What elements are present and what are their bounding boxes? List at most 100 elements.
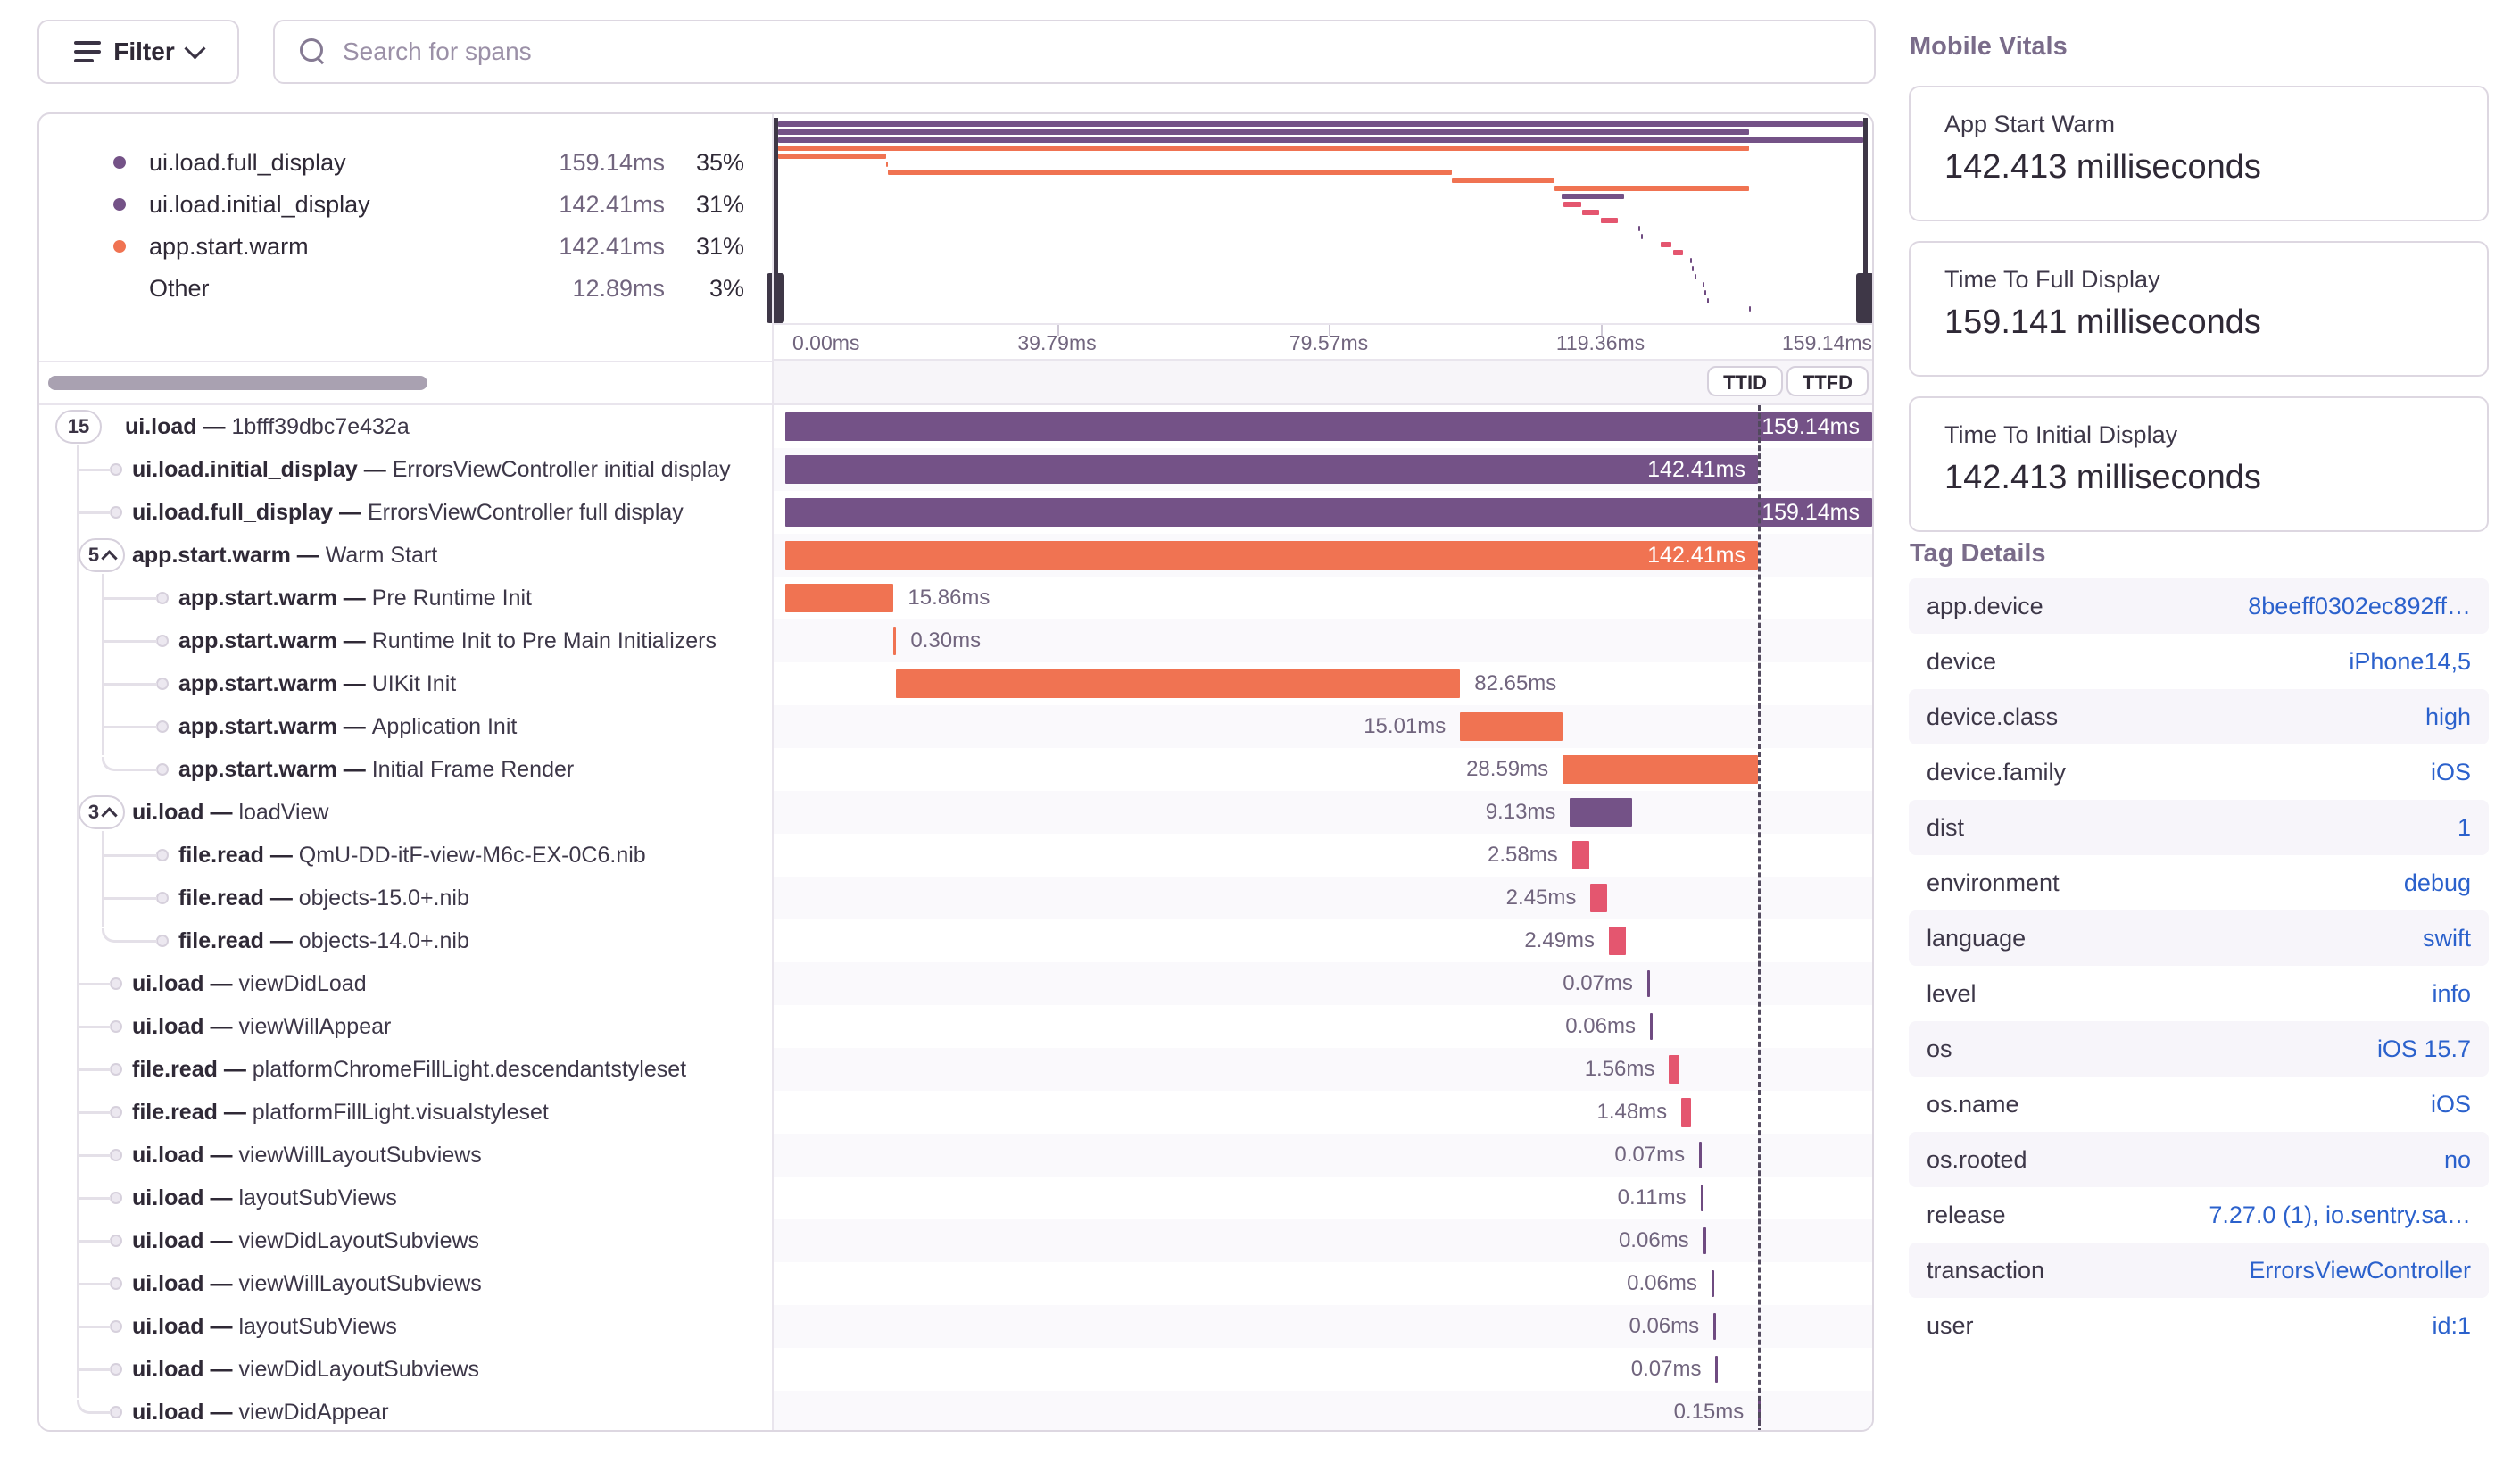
span-duration-bar[interactable]: 142.41ms: [785, 541, 1758, 570]
span-tree-row[interactable]: file.read — objects-15.0+.nib: [39, 877, 772, 919]
tag-key: os.name: [1927, 1091, 2019, 1118]
span-tree-row[interactable]: app.start.warm — Initial Frame Render: [39, 748, 772, 791]
span-children-count-badge[interactable]: 3: [79, 795, 125, 829]
axis-tick-mark: [1329, 325, 1330, 336]
tree-connector-dot: [110, 1277, 122, 1290]
tag-value-link[interactable]: iOS: [2430, 759, 2471, 786]
span-description: layoutSubViews: [238, 1185, 397, 1210]
span-tree-row[interactable]: ui.load.initial_display — ErrorsViewCont…: [39, 448, 772, 491]
legend-op-duration: 142.41ms: [559, 191, 665, 218]
span-duration-bar[interactable]: 159.14ms: [785, 412, 1872, 441]
tag-key: device: [1927, 648, 1997, 675]
waterfall-row: 0.30ms: [772, 619, 1872, 662]
minimap-left-handle[interactable]: [767, 273, 784, 323]
span-tree-row[interactable]: app.start.warm — Runtime Init to Pre Mai…: [39, 619, 772, 662]
span-duration-bar[interactable]: 159.14ms: [785, 498, 1872, 527]
span-tree-row[interactable]: file.read — platformChromeFillLight.desc…: [39, 1048, 772, 1091]
tag-row: release 7.27.0 (1), io.sentry.sa…: [1909, 1187, 2489, 1243]
tree-connector-dot: [110, 1106, 122, 1118]
span-duration-bar[interactable]: [1711, 1270, 1714, 1297]
span-duration-bar[interactable]: [1669, 1055, 1680, 1084]
span-duration-label: 2.49ms: [1524, 928, 1596, 952]
span-tree-row[interactable]: ui.load — viewWillAppear: [39, 1005, 772, 1048]
tag-value-link[interactable]: 7.27.0 (1), io.sentry.sa…: [2209, 1201, 2471, 1228]
ttid-toggle-button[interactable]: TTID: [1707, 366, 1783, 396]
span-tree-row[interactable]: 5 app.start.warm — Warm Start: [39, 534, 772, 577]
tag-key: transaction: [1927, 1257, 2045, 1284]
minimap-right-handle[interactable]: [1856, 273, 1872, 323]
span-children-count-badge[interactable]: 15: [55, 410, 102, 444]
tag-value-link[interactable]: info: [2432, 980, 2471, 1007]
tag-value-link[interactable]: high: [2425, 703, 2471, 730]
tag-value-link[interactable]: 8beeff0302ec892ff…: [2248, 593, 2471, 619]
span-duration-bar[interactable]: [1646, 970, 1650, 997]
span-duration-bar[interactable]: [1570, 798, 1633, 827]
span-duration-bar[interactable]: [1590, 884, 1608, 912]
span-tree-row[interactable]: ui.load — viewWillLayoutSubviews: [39, 1262, 772, 1305]
span-title: ui.load — viewDidLayoutSubviews: [132, 1219, 479, 1262]
span-tree-row[interactable]: ui.load — viewDidLoad: [39, 962, 772, 1005]
span-tree-row[interactable]: ui.load — viewDidLayoutSubviews: [39, 1219, 772, 1262]
span-title: ui.load.initial_display — ErrorsViewCont…: [132, 448, 731, 491]
span-op: file.read —: [132, 1057, 253, 1082]
waterfall-row: 0.06ms: [772, 1262, 1872, 1305]
search-input[interactable]: [341, 37, 1856, 67]
span-tree-row[interactable]: ui.load — viewWillLayoutSubviews: [39, 1134, 772, 1177]
span-children-count-badge[interactable]: 5: [79, 538, 125, 572]
horizontal-scrollbar-thumb[interactable]: [48, 376, 427, 390]
tag-value-link[interactable]: iPhone14,5: [2349, 648, 2471, 675]
filter-button[interactable]: Filter: [37, 20, 239, 84]
tree-connector-dot: [110, 1235, 122, 1247]
span-duration-bar[interactable]: [1700, 1185, 1703, 1211]
span-tree-row[interactable]: file.read — QmU-DD-itF-view-M6c-EX-0C6.n…: [39, 834, 772, 877]
legend-item[interactable]: ui.load.initial_display 142.41ms 31%: [39, 187, 772, 222]
span-duration-bar[interactable]: [1715, 1356, 1719, 1383]
span-duration-bar[interactable]: [893, 627, 897, 655]
legend-item[interactable]: Other 12.89ms 3%: [39, 270, 772, 306]
minimap-span-bar: [1638, 226, 1641, 231]
tag-value-link[interactable]: iOS 15.7: [2376, 1035, 2471, 1062]
tag-value-link[interactable]: id:1: [2432, 1312, 2471, 1339]
span-tree-row[interactable]: file.read — platformFillLight.visualstyl…: [39, 1091, 772, 1134]
span-tree-row[interactable]: ui.load.full_display — ErrorsViewControl…: [39, 491, 772, 534]
span-duration-bar[interactable]: [1681, 1098, 1692, 1127]
span-tree-row[interactable]: ui.load — layoutSubViews: [39, 1177, 772, 1219]
legend-item[interactable]: app.start.warm 142.41ms 31%: [39, 229, 772, 264]
span-duration-bar[interactable]: [1571, 841, 1590, 869]
span-duration-bar[interactable]: [785, 584, 894, 612]
waterfall-row: 0.06ms: [772, 1219, 1872, 1262]
tag-value-link[interactable]: iOS: [2430, 1091, 2471, 1118]
legend-item[interactable]: ui.load.full_display 159.14ms 35%: [39, 145, 772, 180]
tree-connector-dot: [156, 678, 169, 690]
ttfd-toggle-button[interactable]: TTFD: [1786, 366, 1869, 396]
span-tree-row[interactable]: ui.load — viewDidAppear: [39, 1391, 772, 1430]
span-tree-row[interactable]: 3 ui.load — loadView: [39, 791, 772, 834]
tag-value-link[interactable]: ErrorsViewController: [2249, 1257, 2471, 1284]
span-tree-row[interactable]: app.start.warm — Pre Runtime Init: [39, 577, 772, 619]
span-op: ui.load —: [125, 414, 232, 439]
span-duration-bar[interactable]: [1703, 1227, 1706, 1254]
span-duration-bar[interactable]: [1563, 755, 1758, 784]
span-tree-row[interactable]: app.start.warm — UIKit Init: [39, 662, 772, 705]
tag-value-link[interactable]: swift: [2423, 925, 2471, 952]
waterfall-row: 1.48ms: [772, 1091, 1872, 1134]
span-duration-label: 0.07ms: [1614, 1143, 1686, 1167]
span-duration-bar[interactable]: [895, 669, 1461, 698]
span-duration-bar[interactable]: [1460, 712, 1563, 741]
tag-value-link[interactable]: 1: [2457, 814, 2471, 841]
span-tree-row[interactable]: 15 ui.load — 1bfff39dbc7e432a: [39, 405, 772, 448]
span-tree-row[interactable]: app.start.warm — Application Init: [39, 705, 772, 748]
span-duration-bar[interactable]: [1649, 1013, 1653, 1040]
tag-value-link[interactable]: debug: [2403, 869, 2471, 896]
tag-value-link[interactable]: no: [2443, 1146, 2471, 1173]
span-duration-bar[interactable]: [1699, 1142, 1703, 1168]
span-tree-row[interactable]: file.read — objects-14.0+.nib: [39, 919, 772, 962]
span-duration-bar[interactable]: 142.41ms: [785, 455, 1758, 484]
span-duration-bar[interactable]: [1609, 927, 1627, 955]
span-duration-bar[interactable]: [1713, 1313, 1717, 1340]
span-tree-row[interactable]: ui.load — viewDidLayoutSubviews: [39, 1348, 772, 1391]
span-op: file.read —: [178, 843, 299, 868]
span-tree-row[interactable]: ui.load — layoutSubViews: [39, 1305, 772, 1348]
trace-minimap[interactable]: [767, 114, 1872, 323]
span-description: objects-15.0+.nib: [298, 886, 469, 910]
